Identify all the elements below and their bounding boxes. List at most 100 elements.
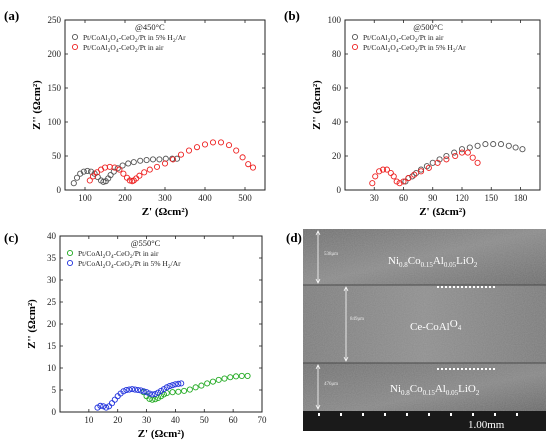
y-axis-title: Z'' (Ωcm²) [311, 80, 323, 130]
y-tick-label: 35 [47, 253, 57, 263]
data-point [134, 386, 141, 394]
legend-marker [66, 259, 74, 267]
data-point [107, 171, 114, 179]
data-point [120, 170, 127, 177]
x-axis-title: Z' (Ωcm²) [138, 428, 185, 440]
scale-tick [494, 413, 496, 416]
data-point [425, 164, 432, 171]
data-point [436, 156, 443, 163]
data-point [108, 400, 115, 407]
data-point [120, 388, 127, 395]
x-tick-label: 10 [84, 415, 94, 425]
data-point [169, 382, 176, 389]
x-tick-label: 100 [78, 193, 92, 203]
layer-bottom-formula: Ni0.8Co0.15Al0.05LiO2 [390, 383, 480, 397]
data-point [141, 169, 148, 176]
data-point [146, 390, 153, 397]
data-point [193, 144, 201, 151]
data-point [175, 388, 182, 395]
data-point [152, 390, 159, 398]
data-point [153, 163, 161, 170]
legend-label: Pt/CoAl2O4-CeO2/Pt in 5% H2/Ar [363, 43, 466, 54]
data-point [149, 391, 156, 398]
data-point [163, 390, 170, 397]
x-tick-label: 200 [118, 193, 132, 203]
data-point [497, 141, 505, 148]
scale-tick [450, 413, 452, 416]
layer-top-formula: Ni0.8Co0.15Al0.05LiO2 [388, 255, 478, 269]
panel-label: (b) [284, 8, 300, 23]
scale-bar-ticks [318, 413, 518, 416]
legend-label: Pt/CoAl2O4-CeO2/Pt in air [363, 33, 444, 44]
layer-middle-formula: Ce-CoAlO4 [410, 318, 462, 333]
scale-tick [472, 413, 474, 416]
scale-tick [428, 413, 430, 416]
data-point [136, 172, 143, 179]
data-point [369, 180, 376, 187]
data-point [143, 389, 150, 396]
data-point [233, 147, 240, 154]
data-point [172, 381, 179, 388]
data-point [451, 149, 458, 156]
data-point [110, 168, 117, 175]
data-point [458, 146, 466, 153]
x-tick-label: 180 [514, 193, 528, 203]
x-tick-label: 90 [428, 193, 438, 203]
data-point [376, 168, 383, 175]
data-point [119, 162, 126, 169]
data-point [396, 180, 403, 187]
legend-marker [66, 249, 74, 257]
data-point [177, 151, 185, 158]
data-point [161, 160, 169, 167]
panel-a: (a) 100 200 300 400 500 0 50 100 150 200 250 Z' (Ωcm… [4, 8, 266, 218]
x-tick-label: 30 [370, 193, 380, 203]
data-point [239, 154, 246, 161]
data-point [417, 166, 425, 173]
data-point [198, 382, 205, 389]
x-tick-label: 300 [158, 193, 172, 203]
scale-tick [516, 413, 518, 416]
data-point [387, 169, 394, 177]
data-point [372, 173, 379, 180]
data-point [123, 386, 130, 394]
scale-tick [340, 413, 342, 416]
data-point [106, 163, 113, 170]
sem-scale-strip [303, 411, 546, 431]
y-tick-label: 80 [332, 49, 342, 59]
y-tick-label: 40 [332, 117, 342, 127]
data-point [238, 372, 245, 379]
data-point [140, 388, 147, 395]
y-tick-label: 150 [48, 83, 62, 93]
data-point [383, 166, 390, 173]
data-point [185, 147, 193, 154]
data-point [100, 178, 107, 185]
data-point [84, 167, 91, 175]
data-point [129, 386, 136, 393]
y-tick-label: 10 [47, 363, 57, 373]
legend-label: Pt/CoAl2O4-CeO2/Pt in air [78, 249, 159, 260]
data-point [519, 146, 526, 153]
y-tick-label: 100 [328, 15, 342, 25]
scale-bar-label: 1.00mm [468, 419, 505, 431]
data-point [464, 149, 471, 156]
data-point [143, 157, 150, 164]
thickness-bottom: 476μm [324, 382, 338, 387]
y-tick-label: 0 [337, 185, 342, 195]
legend-label: Pt/CoAl2O4-CeO2/Pt in air [83, 43, 164, 54]
data-point [100, 403, 107, 410]
plot-frame [344, 19, 541, 191]
panel-b: (b) 30 60 90 120 150 180 0 20 40 60 80 100 Z' (Ωcm²) Z… [284, 8, 541, 218]
data-point [209, 378, 216, 385]
y-axis-title: Z'' (Ωcm²) [31, 80, 43, 130]
y-tick-label: 50 [52, 151, 62, 161]
data-point [181, 387, 188, 394]
x-tick-label: 30 [142, 415, 152, 425]
data-point [114, 165, 121, 172]
y-tick-label: 0 [57, 185, 62, 195]
temperature-annotation: @450°C [135, 22, 165, 32]
x-tick-label: 60 [229, 415, 239, 425]
data-point [423, 163, 430, 170]
data-point [169, 389, 176, 396]
data-point [244, 372, 251, 379]
